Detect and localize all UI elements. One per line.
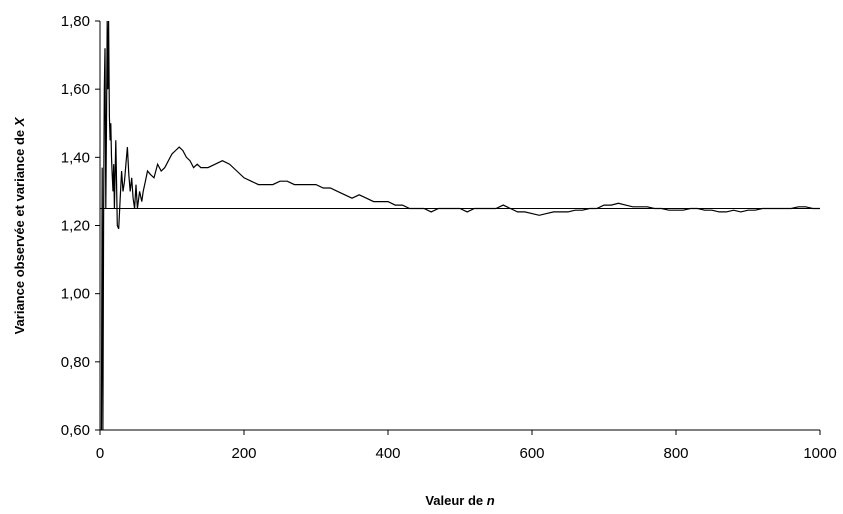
x-tick-label: 200 bbox=[231, 445, 256, 462]
y-tick-label: 1,20 bbox=[61, 218, 90, 235]
y-tick-label: 1,00 bbox=[61, 286, 90, 303]
y-axis-title: Variance observée et variance de X bbox=[12, 116, 27, 334]
y-tick-label: 1,40 bbox=[61, 149, 90, 166]
x-tick-label: 600 bbox=[519, 445, 544, 462]
x-tick-label: 800 bbox=[663, 445, 688, 462]
y-tick-label: 0,80 bbox=[61, 354, 90, 371]
y-tick-label: 1,60 bbox=[61, 81, 90, 98]
x-tick-label: 0 bbox=[96, 445, 104, 462]
y-axis-ticks: 0,60 0,80 1,00 1,20 1,40 1,60 1,80 bbox=[61, 13, 100, 439]
chart-axes bbox=[99, 21, 820, 431]
y-tick-label: 0,60 bbox=[61, 422, 90, 439]
x-tick-label: 1000 bbox=[803, 445, 836, 462]
x-axis-ticks: 0 200 400 600 800 1000 bbox=[96, 430, 837, 462]
x-axis-title: Valeur de n bbox=[425, 493, 494, 508]
y-tick-label: 1,80 bbox=[61, 13, 90, 30]
x-tick-label: 400 bbox=[375, 445, 400, 462]
series-line bbox=[100, 20, 820, 431]
